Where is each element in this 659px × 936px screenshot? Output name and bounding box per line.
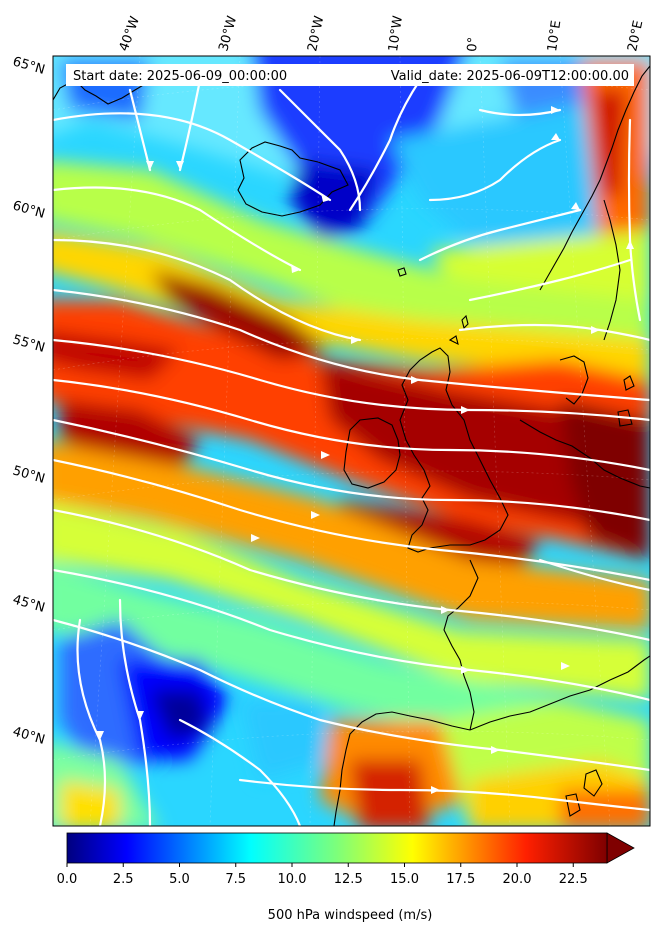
iceland-coast [237,141,349,217]
longitude-labels: 40°W 30°W 20°W 10°W 0° 10°E 20°E [117,14,647,53]
lon-label: 10°W [386,15,406,53]
colorbar-tick-label: 10.0 [278,872,307,887]
colorbar-tick-label: 15.0 [390,872,419,887]
latitude-labels: 65°N 60°N 55°N 50°N 45°N 40°N [11,54,47,747]
colorbar-tick-label: 17.5 [446,872,475,887]
faroe-islands [397,267,407,277]
lat-label: 65°N [11,54,47,77]
continental-coast [519,419,650,489]
denmark-coast [559,355,589,405]
colorbar-extend-arrow [606,832,635,864]
norway-coast [539,65,650,291]
baltic-islands [617,375,635,427]
ireland-coast [343,417,401,489]
lon-label: 20°W [305,14,327,52]
iberia-coast [333,711,471,826]
lon-label: 20°E [625,19,646,53]
colorbar-tick-label: 7.5 [225,872,246,887]
lat-label: 50°N [11,463,47,486]
shetland-orkney [448,314,469,346]
lon-label: 30°W [216,14,240,53]
streamlines [53,78,650,826]
start-date-label: Start date: 2025-06-09_00:00:00 [73,69,287,84]
colorbar-tick-label: 12.5 [334,872,363,887]
colorbar-gradient [66,832,608,864]
lat-label: 60°N [11,198,47,221]
date-header-box [66,64,634,86]
colorbar-tick-label: 5.0 [169,872,190,887]
lon-label: 10°E [545,20,564,53]
map-frame [52,55,651,827]
great-britain-coast [399,347,509,553]
valid-date-label: Valid_date: 2025-06-09T12:00:00.00 [391,69,629,84]
sweden-baltic-coast [603,199,621,341]
graticule [53,56,650,826]
colorbar-tick-label: 2.5 [113,872,134,887]
lon-label: 40°W [117,14,143,53]
colorbar-ticks: 0.0 2.5 5.0 7.5 10.0 12.5 15.0 17.5 20.0 22.5 [57,863,588,887]
lat-label: 40°N [11,724,47,747]
sardinia-corsica [565,769,603,817]
streamline-arrows [96,106,634,794]
colorbar-label: 500 hPa windspeed (m/s) [268,908,433,923]
colorbar-tick-label: 0.0 [57,872,78,887]
france-coast [443,559,479,731]
lat-label: 45°N [11,592,47,615]
lon-label: 0° [465,36,481,52]
colorbar-tick-label: 20.0 [503,872,532,887]
colorbar-tick-label: 22.5 [559,872,588,887]
coastlines [53,65,650,826]
colorbar: 0.0 2.5 5.0 7.5 10.0 12.5 15.0 17.5 20.0 22.5 500… [57,832,635,923]
lat-label: 55°N [11,332,47,355]
mediterranean-coast [469,655,650,731]
